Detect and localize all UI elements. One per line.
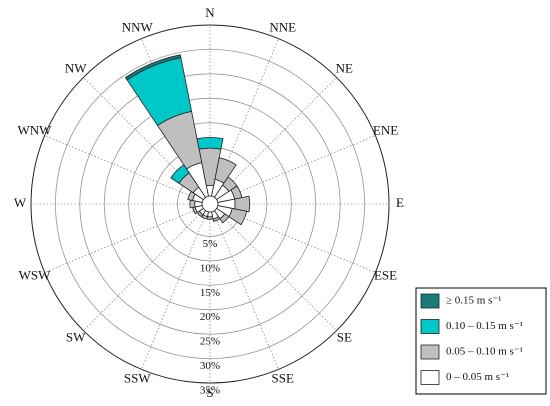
- grid-ring: [55, 49, 365, 359]
- spoke: [215, 77, 337, 199]
- spoke: [217, 135, 376, 202]
- grid-ring: [103, 97, 317, 311]
- bar-segment: [228, 207, 248, 226]
- legend-swatch: [420, 370, 440, 385]
- direction-label: W: [14, 195, 27, 210]
- direction-label: N: [205, 5, 215, 20]
- bar-segment: [206, 216, 214, 220]
- bar-segment: [189, 199, 196, 209]
- grid-ring: [30, 24, 390, 384]
- spoke: [44, 206, 203, 273]
- ring-label: 15%: [200, 287, 220, 299]
- ring-label: 30%: [200, 360, 220, 372]
- spoke: [141, 211, 208, 370]
- direction-label: WNW: [17, 122, 52, 137]
- bar-segment: [124, 54, 182, 81]
- ring-label: 35%: [200, 385, 220, 397]
- bar-segment: [170, 164, 190, 184]
- direction-label: S: [206, 385, 213, 400]
- bar-segment: [187, 190, 196, 202]
- ring-label: 10%: [200, 262, 220, 274]
- direction-label: NW: [65, 61, 87, 76]
- direction-label: NNW: [122, 19, 154, 34]
- grid-ring: [128, 122, 292, 286]
- bar-segment: [196, 210, 204, 218]
- direction-label: SE: [337, 329, 352, 344]
- bar-segment: [222, 176, 238, 192]
- direction-label: SSE: [272, 371, 294, 386]
- direction-label: NE: [336, 61, 353, 76]
- spoke: [215, 209, 337, 331]
- legend-label: 0.10 – 0.15 m s⁻¹: [446, 320, 523, 332]
- ring-label: 25%: [200, 336, 220, 348]
- legend-swatch: [420, 344, 440, 360]
- direction-label: WSW: [19, 268, 52, 283]
- legend-label: ≥ 0.15 m s⁻¹: [446, 295, 501, 307]
- legend-swatch: [420, 319, 440, 334]
- legend-label: 0 – 0.05 m s⁻¹: [446, 371, 509, 383]
- bar-segment: [214, 157, 237, 184]
- direction-label: E: [396, 195, 404, 210]
- legend-swatch: [420, 293, 440, 309]
- legend: ≥ 0.15 m s⁻¹ 0.10 – 0.15 m s⁻¹ 0.05 – 0.10…: [420, 293, 523, 385]
- spoke: [212, 211, 279, 370]
- direction-label: ENE: [373, 122, 398, 137]
- direction-label: ESE: [374, 268, 397, 283]
- direction-label: SW: [66, 329, 86, 344]
- labels: 5%10%15%20%25%30%35%NNNENEENEEESESESSESS…: [14, 5, 404, 400]
- spoke: [44, 135, 203, 202]
- legend-label: 0.05 – 0.10 m s⁻¹: [446, 346, 523, 358]
- spoke: [83, 209, 205, 331]
- direction-label: SSW: [124, 371, 151, 386]
- direction-label: NNE: [269, 19, 296, 34]
- ring-label: 5%: [203, 238, 218, 250]
- grid-ring: [79, 73, 341, 335]
- bar-segment: [196, 136, 224, 150]
- bars: [124, 54, 251, 226]
- ring-label: 20%: [200, 311, 220, 323]
